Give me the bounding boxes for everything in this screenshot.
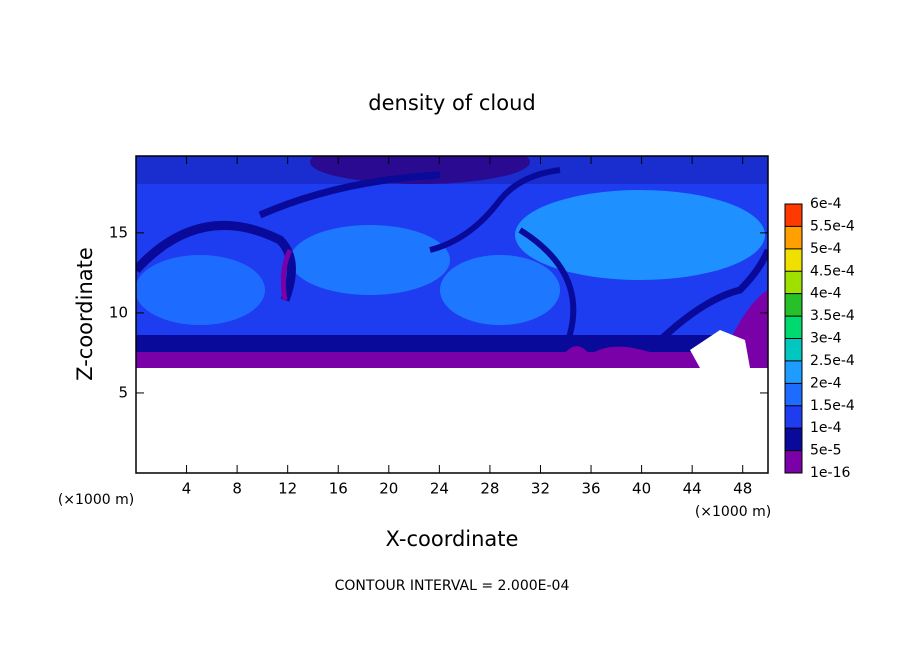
x-tick-label: 12 xyxy=(278,480,297,498)
contour-field xyxy=(136,156,768,473)
colorbar-label: 2e-4 xyxy=(810,375,842,391)
x-tick-label: 32 xyxy=(531,480,550,498)
colorbar-box xyxy=(785,338,802,361)
colorbar-box xyxy=(785,226,802,249)
x-tick-label: 24 xyxy=(430,480,449,498)
colorbar-label: 1e-4 xyxy=(810,420,842,436)
x-tick-label: 44 xyxy=(683,480,702,498)
colorbar-label: 4e-4 xyxy=(810,286,842,302)
x-tick-label: 4 xyxy=(182,480,192,498)
colorbar-label: 2.5e-4 xyxy=(810,353,855,369)
colorbar-label: 5.5e-4 xyxy=(810,218,855,234)
colorbar-label: 3e-4 xyxy=(810,331,842,347)
x-tick-label: 36 xyxy=(581,480,600,498)
y-tick-label: 15 xyxy=(109,223,128,241)
x-tick-label: 40 xyxy=(632,480,651,498)
x-unit-label: (×1000 m) xyxy=(695,504,771,520)
footnote: CONTOUR INTERVAL = 2.000E-04 xyxy=(335,578,570,594)
colorbar-label: 5e-5 xyxy=(810,443,841,459)
y-tick-label: 5 xyxy=(118,383,128,401)
chart-title: density of cloud xyxy=(368,91,535,115)
colorbar-label: 1e-16 xyxy=(810,465,850,481)
x-tick-label: 8 xyxy=(232,480,242,498)
colorbar-box xyxy=(785,450,802,473)
y-axis-label: Z-coordinate xyxy=(73,247,97,381)
colorbar-box xyxy=(785,405,802,429)
colorbar-label: 5e-4 xyxy=(810,241,842,257)
colorbar-box xyxy=(785,428,802,451)
x-tick-label: 16 xyxy=(329,480,348,498)
x-axis-label: X-coordinate xyxy=(386,527,519,551)
colorbar-label: 4.5e-4 xyxy=(810,263,855,279)
colorbar-box xyxy=(785,316,802,339)
x-tick-label: 20 xyxy=(379,480,398,498)
colorbar-box xyxy=(785,293,802,317)
colorbar-label: 1.5e-4 xyxy=(810,398,855,414)
y-tick-label: 10 xyxy=(109,303,128,321)
colorbar-box xyxy=(785,248,802,272)
colorbar-box xyxy=(785,360,802,384)
x-unit-label: (×1000 m) xyxy=(58,492,134,508)
plot-frame xyxy=(135,155,769,474)
colorbar-label: 3.5e-4 xyxy=(810,308,855,324)
x-tick-label: 48 xyxy=(733,480,752,498)
colorbar-box xyxy=(785,383,802,406)
colorbar-label: 6e-4 xyxy=(810,196,842,212)
x-tick-label: 28 xyxy=(480,480,499,498)
colorbar-box xyxy=(785,204,802,227)
colorbar-box xyxy=(785,271,802,294)
